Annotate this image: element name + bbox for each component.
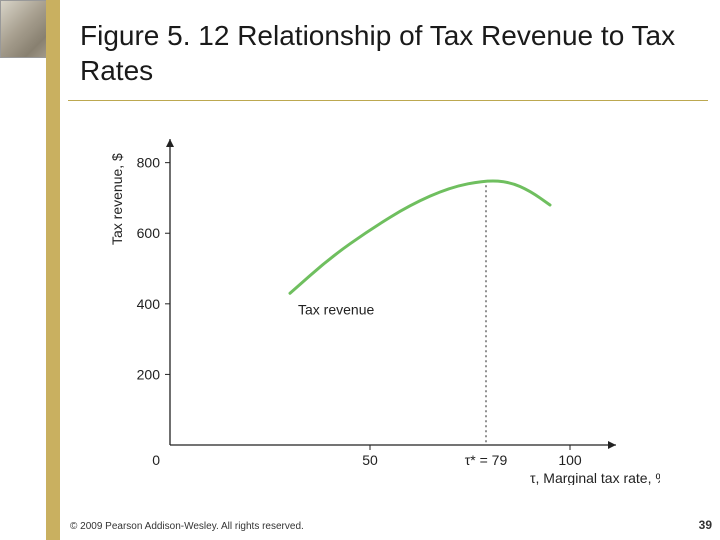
svg-text:τ, Marginal tax rate, %: τ, Marginal tax rate, % [530, 470, 660, 485]
page-number: 39 [699, 518, 712, 532]
svg-text:50: 50 [362, 452, 378, 468]
copyright-footer: © 2009 Pearson Addison-Wesley. All right… [70, 521, 304, 532]
svg-text:Tax revenue: Tax revenue [298, 301, 374, 317]
slide-title: Figure 5. 12 Relationship of Tax Revenue… [80, 18, 680, 88]
svg-text:400: 400 [137, 296, 161, 312]
title-underline [68, 100, 708, 101]
laffer-curve-chart: 200 400 600 800 0 50 100 τ* = 79 Tax revenue τ, M… [100, 125, 660, 485]
decorative-left-stripe [46, 0, 60, 540]
chart-svg: 200 400 600 800 0 50 100 τ* = 79 Tax revenue τ, M… [100, 125, 660, 485]
svg-text:0: 0 [152, 452, 160, 468]
svg-text:800: 800 [137, 155, 161, 171]
svg-text:200: 200 [137, 366, 161, 382]
svg-text:100: 100 [558, 452, 582, 468]
svg-text:600: 600 [137, 225, 161, 241]
svg-text:τ* = 79: τ* = 79 [465, 452, 508, 468]
svg-text:Tax revenue, $: Tax revenue, $ [109, 153, 125, 245]
